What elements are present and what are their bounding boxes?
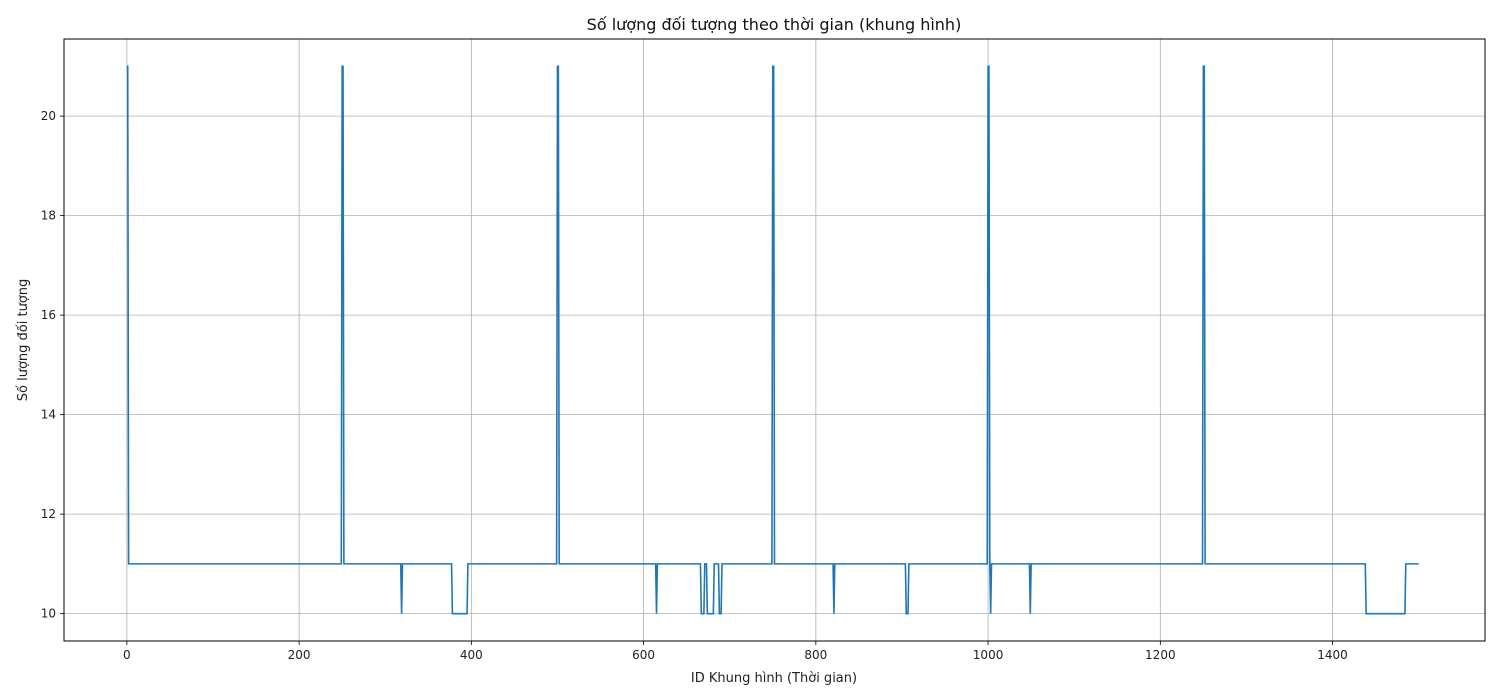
y-tick-label: 10 <box>41 607 56 621</box>
ticks: 0 200 400 600 800 1000 1200 1400 10 12 14 16 18 20 <box>41 109 1348 662</box>
y-tick-label: 18 <box>41 209 56 223</box>
x-tick-label: 0 <box>123 648 131 662</box>
x-tick-label: 1000 <box>973 648 1004 662</box>
x-tick-label: 1400 <box>1317 648 1348 662</box>
chart-title: Số lượng đối tượng theo thời gian (khung… <box>587 15 962 34</box>
plot-frame <box>63 38 1486 642</box>
x-tick-label: 1200 <box>1145 648 1176 662</box>
series-line <box>126 65 1419 615</box>
y-tick-label: 12 <box>41 507 56 521</box>
x-tick-label: 600 <box>632 648 655 662</box>
y-tick-label: 20 <box>41 109 56 123</box>
y-axis-label: Số lượng đối tượng <box>16 279 31 402</box>
x-axis-label: ID Khung hình (Thời gian) <box>691 671 857 686</box>
x-tick-label: 400 <box>460 648 483 662</box>
series-layer <box>126 65 1419 615</box>
y-tick-label: 16 <box>41 308 56 322</box>
x-tick-label: 800 <box>804 648 827 662</box>
y-tick-label: 14 <box>41 408 56 422</box>
x-tick-label: 200 <box>288 648 311 662</box>
